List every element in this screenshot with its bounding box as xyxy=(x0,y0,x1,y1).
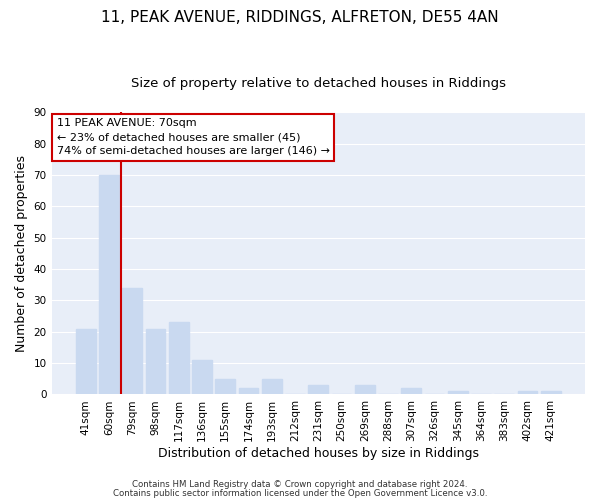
Bar xyxy=(192,360,212,394)
Bar xyxy=(401,388,421,394)
Bar xyxy=(355,385,374,394)
Text: 11 PEAK AVENUE: 70sqm
← 23% of detached houses are smaller (45)
74% of semi-deta: 11 PEAK AVENUE: 70sqm ← 23% of detached … xyxy=(57,118,330,156)
Bar xyxy=(518,392,538,394)
Bar xyxy=(448,392,468,394)
Bar xyxy=(308,385,328,394)
Bar xyxy=(215,379,235,394)
Text: 11, PEAK AVENUE, RIDDINGS, ALFRETON, DE55 4AN: 11, PEAK AVENUE, RIDDINGS, ALFRETON, DE5… xyxy=(101,10,499,25)
Text: Contains HM Land Registry data © Crown copyright and database right 2024.: Contains HM Land Registry data © Crown c… xyxy=(132,480,468,489)
Title: Size of property relative to detached houses in Riddings: Size of property relative to detached ho… xyxy=(131,78,506,90)
Bar xyxy=(76,328,95,394)
Bar xyxy=(169,322,188,394)
Bar xyxy=(146,328,166,394)
Bar xyxy=(239,388,259,394)
Bar xyxy=(99,175,119,394)
Y-axis label: Number of detached properties: Number of detached properties xyxy=(15,155,28,352)
Bar xyxy=(541,392,561,394)
Bar xyxy=(262,379,281,394)
X-axis label: Distribution of detached houses by size in Riddings: Distribution of detached houses by size … xyxy=(158,447,479,460)
Text: Contains public sector information licensed under the Open Government Licence v3: Contains public sector information licen… xyxy=(113,488,487,498)
Bar xyxy=(122,288,142,395)
